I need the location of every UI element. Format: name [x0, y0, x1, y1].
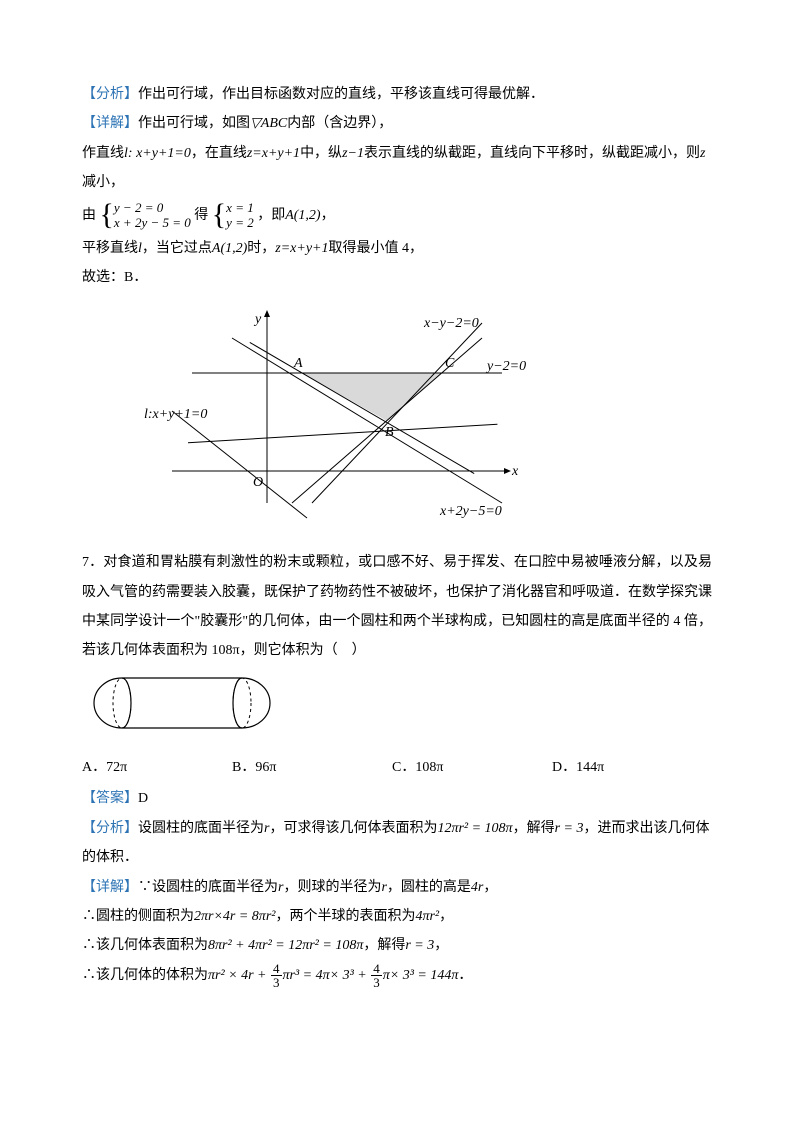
eq2-label: y−2=0: [485, 359, 526, 374]
line-4: 由 { y − 2 = 0 x + 2y − 5 = 0 得 { x = 1 y…: [82, 198, 712, 234]
line-5: 平移直线l，当它过点A(1,2)时，z=x+y+1取得最小值 4，: [82, 234, 712, 263]
answer-label: 【答案】: [82, 791, 138, 806]
line-l-label: l:x+y+1=0: [144, 407, 207, 422]
x-axis-label: x: [511, 464, 519, 479]
detail-2-line-3: ∴该几何体表面积为8πr² + 4πr² = 12πr² = 108π，解得r …: [82, 931, 712, 960]
line-6: 故选：B．: [82, 263, 712, 292]
eq3-label: x+2y−5=0: [439, 504, 502, 519]
option-b: B．96π: [232, 753, 392, 782]
option-a: A．72π: [82, 753, 232, 782]
capsule-diagram: [82, 670, 712, 747]
point-c: C: [445, 356, 455, 371]
answer: 【答案】D: [82, 784, 712, 813]
point-b: B: [385, 425, 394, 440]
analysis-1: 【分析】作出可行域，作出目标函数对应的直线，平移该直线可得最优解．: [82, 80, 712, 109]
line-3: 作直线l: x+y+1=0，在直线z=x+y+1中，纵z−1表示直线的纵截距，直…: [82, 139, 712, 198]
detail-2-line-1: 【详解】∵设圆柱的底面半径为r，则球的半径为r，圆柱的高是4r，: [82, 873, 712, 902]
eq1-label: x−y−2=0: [423, 316, 479, 331]
detail-label: 【详解】: [82, 116, 138, 131]
detail-2-line-4: ∴该几何体的体积为πr² × 4r + 43πr³ = 4π× 3³ + 43π…: [82, 961, 712, 990]
analysis-label: 【分析】: [82, 87, 138, 102]
detail-1: 【详解】作出可行域，如图▽ABC内部（含边界），: [82, 109, 712, 138]
origin-label: O: [253, 475, 263, 490]
brace-system-1: { y − 2 = 0 x + 2y − 5 = 0: [100, 200, 191, 231]
detail-2-line-2: ∴圆柱的侧面积为2πr×4r = 8πr²，两个半球的表面积为4πr²，: [82, 902, 712, 931]
option-c: C．108π: [392, 753, 552, 782]
question-7: 7．对食道和胃粘膜有刺激性的粉末或颗粒，或口感不好、易于挥发、在口腔中易被唾液分…: [82, 548, 712, 666]
analysis-2: 【分析】设圆柱的底面半径为r，可求得该几何体表面积为12πr² = 108π，解…: [82, 814, 712, 873]
feasible-region-diagram: y x O A B C l:x+y+1=0 x−y−2=0 y−2=0 x+2y…: [142, 303, 712, 534]
option-d: D．144π: [552, 753, 604, 782]
analysis-text: 作出可行域，作出目标函数对应的直线，平移该直线可得最优解．: [138, 87, 544, 102]
options-row: A．72π B．96π C．108π D．144π: [82, 753, 712, 782]
y-axis-label: y: [253, 312, 262, 327]
point-a: A: [293, 356, 303, 371]
brace-system-2: { x = 1 y = 2: [212, 200, 254, 231]
